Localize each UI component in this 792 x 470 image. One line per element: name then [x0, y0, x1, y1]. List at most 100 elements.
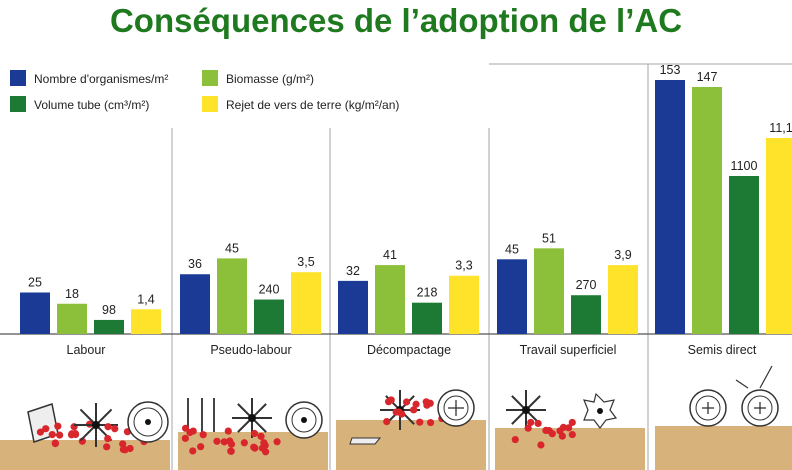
soil-particle — [56, 431, 64, 439]
data-label: 3,3 — [455, 259, 472, 273]
soil-particle — [240, 439, 248, 447]
soil-particle — [36, 428, 45, 436]
soil-particle — [527, 418, 535, 427]
legend-label: Biomasse (g/m²) — [226, 72, 314, 86]
soil-particle — [542, 426, 550, 435]
soil-particle — [568, 418, 576, 427]
legend-label: Volume tube (cm³/m²) — [34, 98, 149, 112]
bar — [412, 302, 442, 334]
data-label: 1,4 — [137, 292, 154, 306]
bar — [57, 303, 87, 334]
soil-particle — [422, 398, 430, 406]
soil-particle — [412, 400, 420, 408]
soil-particle — [524, 424, 532, 432]
legend-swatch — [202, 70, 218, 86]
bar — [729, 176, 759, 334]
bar — [375, 265, 405, 334]
data-label: 45 — [225, 241, 239, 255]
soil-particle — [251, 444, 259, 452]
soil-particle — [534, 419, 542, 428]
soil-particle — [258, 444, 267, 452]
wheel-illustration — [133, 407, 163, 437]
soil-particle — [410, 406, 418, 414]
data-label: 25 — [28, 275, 42, 289]
data-label: 218 — [417, 286, 438, 300]
soil-particle — [395, 408, 403, 416]
page-title: Conséquences de l’adoption de l’AC — [109, 2, 683, 39]
soil-particle — [383, 417, 391, 426]
soil-particle — [121, 446, 129, 454]
data-label: 3,9 — [614, 248, 631, 262]
soil-particle — [42, 425, 50, 433]
rotor-hub — [522, 406, 530, 414]
category-label: Décompactage — [367, 343, 451, 357]
bar — [766, 138, 792, 334]
bar — [571, 295, 601, 334]
wheel-illustration — [747, 395, 773, 421]
data-label: 36 — [188, 257, 202, 271]
bar — [534, 248, 564, 334]
soil-particle — [402, 398, 411, 406]
bar — [217, 258, 247, 334]
data-label: 153 — [660, 63, 681, 77]
bar — [655, 80, 685, 334]
soil-particle — [71, 430, 80, 438]
wheel-illustration — [443, 395, 469, 421]
rotor-hub — [248, 414, 256, 422]
data-label: 240 — [259, 283, 280, 297]
soil-particle — [568, 430, 576, 439]
category-label: Semis direct — [688, 343, 757, 357]
bar — [608, 265, 638, 334]
legend-label: Nombre d'organismes/m² — [34, 72, 168, 86]
frame-illustration — [735, 379, 749, 389]
soil-particle — [384, 398, 393, 406]
soil-particle — [213, 437, 221, 445]
bar — [692, 87, 722, 334]
soil-particle — [104, 434, 112, 443]
soil-particle — [181, 434, 189, 442]
soil-particle — [51, 440, 59, 448]
wheel-illustration — [291, 407, 317, 433]
data-label: 147 — [697, 70, 718, 84]
soil-particle — [224, 427, 232, 435]
soil-particle — [273, 438, 281, 446]
bar — [338, 280, 368, 334]
blade-illustration — [349, 437, 382, 445]
wheel-hub — [301, 417, 307, 423]
data-label: 45 — [505, 242, 519, 256]
soil-particle — [426, 418, 435, 427]
data-label: 98 — [102, 303, 116, 317]
soil-illustration — [0, 440, 170, 470]
data-label: 51 — [542, 231, 556, 245]
soil-particle — [199, 431, 207, 439]
soil-particle — [220, 438, 228, 446]
soil-particle — [416, 418, 424, 426]
soil-particle — [559, 423, 568, 431]
data-label: 11,1 — [769, 121, 792, 135]
soil-particle — [511, 435, 519, 444]
legend-label: Rejet de vers de terre (kg/m²/an) — [226, 98, 399, 112]
bar — [180, 274, 210, 334]
soil-particle — [104, 423, 112, 431]
soil-illustration — [336, 420, 486, 470]
soil-particle — [558, 432, 566, 440]
data-label: 32 — [346, 264, 360, 278]
bar — [254, 299, 284, 334]
soil-particle — [537, 441, 545, 449]
category-label: Travail superficiel — [520, 343, 617, 357]
soil-particle — [565, 424, 573, 432]
soil-illustration — [655, 426, 792, 470]
bar — [131, 309, 161, 334]
bar — [94, 319, 124, 334]
rotor-hub — [92, 421, 100, 429]
wheel-hub — [597, 408, 603, 414]
soil-particle — [54, 422, 62, 430]
soil-particle — [227, 447, 235, 455]
legend-swatch — [202, 96, 218, 112]
bar — [497, 259, 527, 334]
soil-particle — [197, 443, 205, 451]
bar — [20, 292, 50, 334]
soil-particle — [48, 430, 56, 439]
soil-particle — [250, 429, 259, 438]
legend-swatch — [10, 70, 26, 86]
